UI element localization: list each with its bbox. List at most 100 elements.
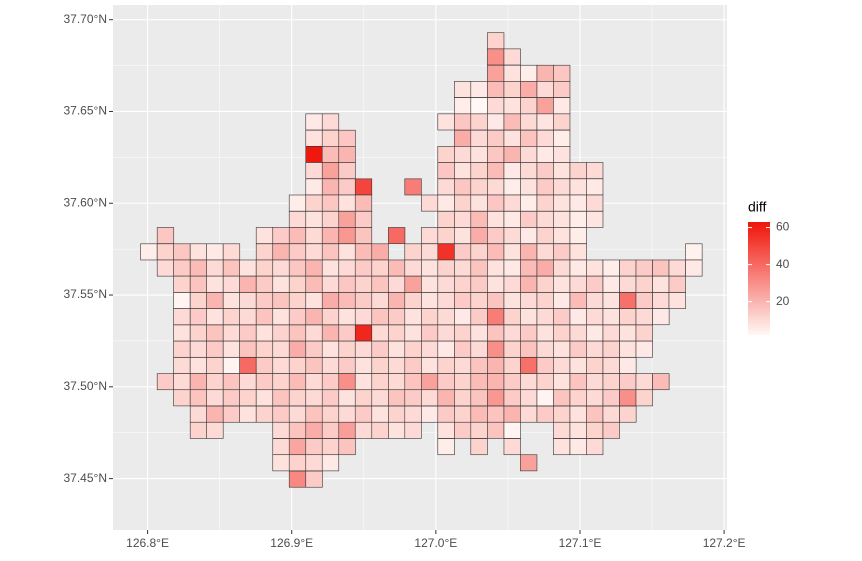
grid-cell bbox=[487, 64, 505, 82]
grid-cell bbox=[222, 324, 241, 342]
grid-cell bbox=[487, 211, 505, 228]
grid-cell bbox=[173, 259, 191, 277]
grid-cell bbox=[685, 259, 703, 277]
grid-cell bbox=[470, 259, 488, 277]
grid-cell bbox=[487, 405, 505, 423]
grid-cell bbox=[553, 178, 571, 196]
grid-cell bbox=[553, 324, 571, 342]
grid-cell bbox=[569, 227, 587, 244]
grid-cell bbox=[404, 259, 422, 277]
grid-cell bbox=[470, 421, 488, 439]
grid-cell bbox=[288, 308, 307, 326]
grid-cell bbox=[206, 340, 224, 358]
grid-cell bbox=[222, 243, 241, 261]
grid-cell bbox=[305, 162, 323, 179]
grid-cell bbox=[305, 421, 323, 439]
grid-cell bbox=[503, 373, 521, 391]
grid-cell bbox=[536, 97, 554, 115]
grid-cell bbox=[338, 324, 356, 342]
grid-cell bbox=[553, 227, 571, 244]
grid-cell bbox=[321, 454, 340, 472]
grid-cell bbox=[338, 129, 356, 147]
grid-cell bbox=[404, 178, 422, 196]
grid-cell bbox=[503, 308, 521, 326]
grid-cell bbox=[503, 81, 521, 98]
grid-cell bbox=[305, 308, 323, 326]
grid-cell bbox=[421, 259, 439, 277]
grid-cell bbox=[388, 275, 406, 293]
grid-cell bbox=[404, 373, 422, 391]
grid-cell bbox=[619, 324, 637, 342]
grid-cell bbox=[470, 194, 488, 212]
grid-cell bbox=[536, 389, 554, 407]
grid-cell bbox=[288, 421, 307, 439]
grid-cell bbox=[272, 308, 290, 326]
grid-cell bbox=[421, 243, 439, 261]
grid-cell bbox=[536, 259, 554, 277]
grid-cell bbox=[487, 389, 505, 407]
grid-cell bbox=[321, 357, 340, 374]
grid-cell bbox=[404, 405, 422, 423]
grid-cell bbox=[404, 421, 422, 439]
grid-cell bbox=[487, 324, 505, 342]
grid-cell bbox=[338, 389, 356, 407]
grid-cell bbox=[305, 129, 323, 147]
grid-cell bbox=[437, 357, 455, 374]
grid-cell bbox=[206, 373, 224, 391]
grid-cell bbox=[520, 324, 538, 342]
grid-cell bbox=[239, 275, 257, 293]
grid-cell bbox=[569, 357, 587, 374]
grid-cell bbox=[503, 97, 521, 115]
grid-cell bbox=[354, 243, 373, 261]
grid-cell bbox=[404, 308, 422, 326]
grid-cell bbox=[288, 211, 307, 228]
grid-cell bbox=[454, 97, 472, 115]
grid-cell bbox=[388, 259, 406, 277]
grid-cell bbox=[272, 454, 290, 472]
x-tick-label: 126.8°E bbox=[126, 536, 169, 550]
grid-cell bbox=[470, 81, 488, 98]
grid-cell bbox=[338, 340, 356, 358]
grid-cell bbox=[255, 259, 274, 277]
grid-cell bbox=[487, 81, 505, 98]
grid-cell bbox=[536, 178, 554, 196]
grid-cell bbox=[602, 308, 620, 326]
grid-cell bbox=[520, 454, 538, 472]
grid-cell bbox=[569, 162, 587, 179]
grid-cell bbox=[305, 438, 323, 456]
grid-cell bbox=[619, 259, 637, 277]
grid-cell bbox=[189, 389, 208, 407]
grid-cell bbox=[520, 389, 538, 407]
grid-cell bbox=[354, 194, 373, 212]
grid-cell bbox=[520, 243, 538, 261]
grid-cell bbox=[470, 162, 488, 179]
grid-cell bbox=[437, 308, 455, 326]
grid-cell bbox=[602, 340, 620, 358]
grid-cell bbox=[239, 324, 257, 342]
grid-cell bbox=[321, 146, 340, 163]
grid-cell bbox=[520, 308, 538, 326]
grid-cell bbox=[255, 324, 274, 342]
grid-cell bbox=[321, 340, 340, 358]
grid-cell bbox=[454, 275, 472, 293]
grid-cell bbox=[503, 389, 521, 407]
grid-cell bbox=[255, 389, 274, 407]
grid-cell bbox=[255, 243, 274, 261]
grid-cell bbox=[553, 357, 571, 374]
grid-cell bbox=[206, 357, 224, 374]
grid-cell bbox=[536, 227, 554, 244]
grid-cell bbox=[569, 178, 587, 196]
grid-cell bbox=[305, 227, 323, 244]
grid-cell bbox=[536, 162, 554, 179]
grid-cell bbox=[338, 243, 356, 261]
colorbar-label: 60 bbox=[776, 220, 790, 234]
grid-cell bbox=[371, 308, 389, 326]
grid-cell bbox=[288, 357, 307, 374]
grid-cell bbox=[520, 129, 538, 147]
grid-cell bbox=[454, 357, 472, 374]
grid-cell bbox=[454, 113, 472, 131]
grid-cell bbox=[173, 373, 191, 391]
grid-cell bbox=[272, 275, 290, 293]
grid-cell bbox=[668, 275, 686, 293]
grid-cell bbox=[454, 178, 472, 196]
